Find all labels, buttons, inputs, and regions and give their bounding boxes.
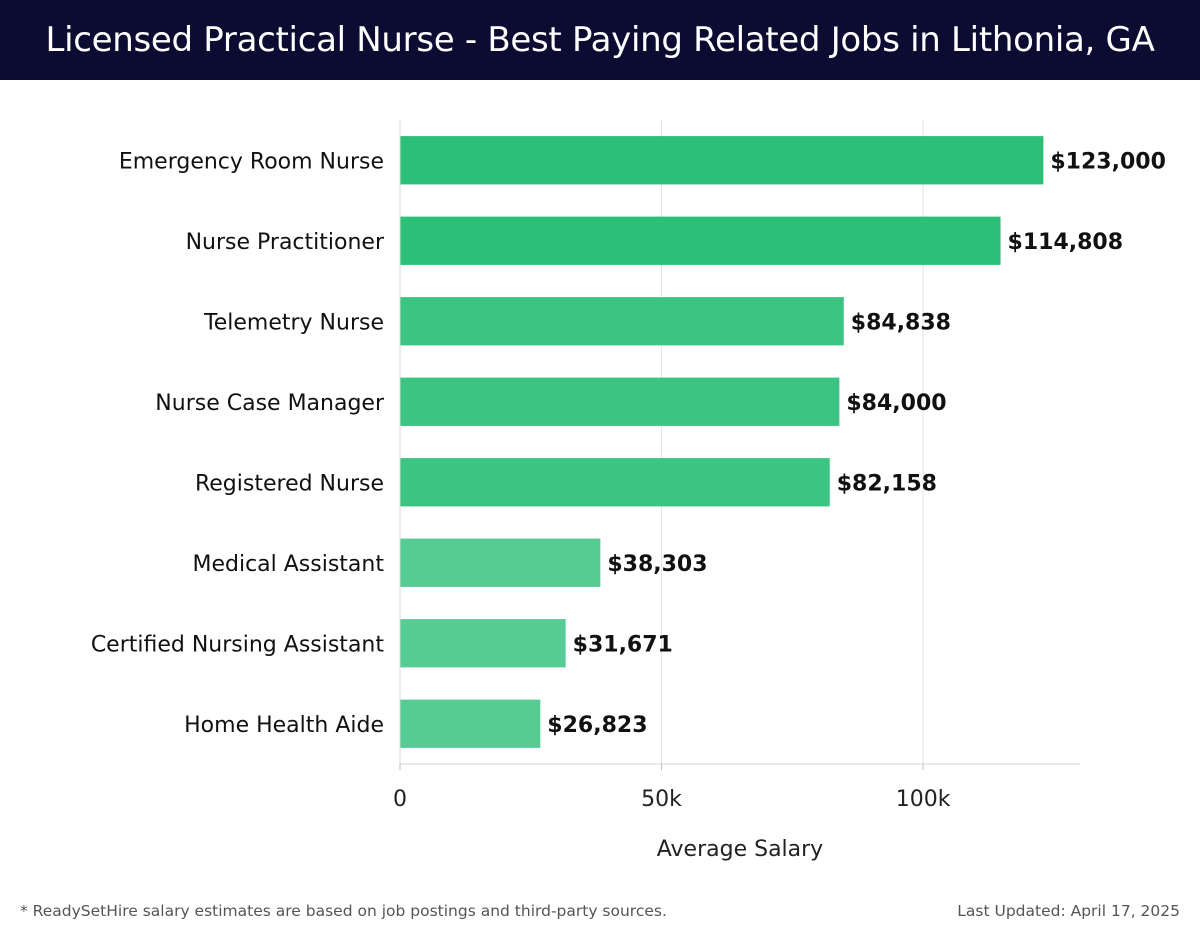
bar [400, 619, 566, 668]
value-label: $31,671 [573, 632, 673, 657]
value-label: $123,000 [1050, 149, 1166, 174]
bar [400, 699, 541, 748]
x-tick-label: 0 [393, 787, 407, 812]
category-label: Registered Nurse [195, 471, 384, 496]
x-axis-label: Average Salary [657, 837, 823, 862]
category-label: Nurse Practitioner [186, 230, 385, 255]
bar [400, 297, 844, 346]
category-label: Telemetry Nurse [203, 310, 384, 335]
value-label: $114,808 [1008, 230, 1124, 255]
bar [400, 538, 601, 587]
category-label: Emergency Room Nurse [119, 149, 384, 174]
bar [400, 136, 1044, 185]
value-label: $82,158 [837, 471, 937, 496]
value-label: $38,303 [607, 552, 707, 577]
value-label: $84,000 [846, 391, 946, 416]
category-label: Medical Assistant [192, 552, 384, 577]
value-label: $26,823 [547, 713, 647, 738]
last-updated: Last Updated: April 17, 2025 [957, 902, 1180, 920]
footer-note: * ReadySetHire salary estimates are base… [20, 902, 667, 920]
x-axis: 0 50k 100k [393, 120, 1080, 812]
title-bar: Licensed Practical Nurse - Best Paying R… [0, 0, 1200, 80]
x-tick-label: 50k [641, 787, 682, 812]
category-label: Nurse Case Manager [155, 391, 385, 416]
value-label: $84,838 [851, 310, 951, 335]
bar [400, 216, 1001, 265]
category-labels: Emergency Room Nurse Nurse Practitioner Te… [91, 149, 385, 738]
chart-title: Licensed Practical Nurse - Best Paying R… [45, 20, 1155, 60]
category-label: Certified Nursing Assistant [91, 632, 385, 657]
bars: $123,000 $114,808 $84,838 $84,000 $82,158 $38… [400, 136, 1166, 748]
bar [400, 377, 840, 426]
category-label: Home Health Aide [184, 713, 384, 738]
bar-chart: $123,000 $114,808 $84,838 $84,000 $82,158 $38… [91, 120, 1166, 862]
bar [400, 458, 830, 507]
x-tick-label: 100k [896, 787, 951, 812]
